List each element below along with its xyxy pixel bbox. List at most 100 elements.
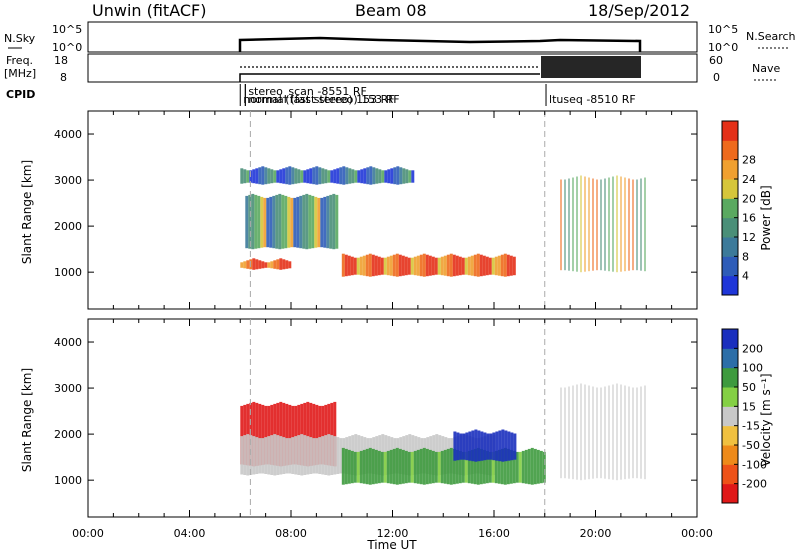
data-cell: [479, 254, 483, 277]
data-cell: [329, 194, 333, 249]
data-cell: [276, 170, 280, 183]
power-cells: [240, 111, 646, 309]
data-cell: [449, 253, 453, 277]
data-cell: [560, 179, 562, 271]
data-cell: [491, 257, 495, 275]
freq-label-2: [MHz]: [4, 67, 36, 80]
data-cell: [353, 451, 357, 483]
data-cell: [282, 259, 286, 270]
data-cell: [369, 166, 373, 185]
data-cell: [333, 401, 337, 467]
data-cell: [473, 448, 477, 485]
data-cell: [383, 257, 387, 275]
data-cell: [318, 437, 322, 474]
data-cell: [620, 384, 622, 480]
freq-tick-top: 18: [54, 54, 68, 67]
data-cell: [513, 433, 517, 460]
data-cell: [489, 433, 493, 460]
data-cell: [476, 253, 480, 277]
data-cell: [422, 253, 426, 277]
data-cell: [488, 257, 492, 275]
data-cell: [297, 435, 301, 475]
data-cell: [294, 436, 298, 475]
data-cell: [443, 255, 447, 276]
data-cell: [501, 429, 505, 462]
data-cell: [482, 255, 486, 276]
data-cell: [347, 255, 351, 276]
data-cell: [512, 450, 516, 484]
data-cell: [467, 450, 471, 484]
data-cell: [458, 256, 462, 276]
data-cell: [434, 257, 438, 275]
data-cell: [282, 437, 286, 474]
data-cell: [314, 196, 318, 248]
data-cell: [410, 257, 414, 275]
data-cell: [303, 435, 307, 475]
data-cell: [248, 194, 252, 249]
data-cell: [318, 167, 322, 185]
data-cell: [596, 179, 598, 271]
colorbar-segment: [722, 159, 738, 180]
data-cell: [320, 197, 324, 248]
data-cell: [486, 433, 490, 460]
data-cell: [306, 169, 310, 184]
x-tick-label: 16:00: [478, 527, 510, 540]
data-cell: [396, 166, 400, 185]
data-cell: [572, 177, 574, 272]
data-cell: [419, 448, 423, 485]
data-cell: [576, 176, 578, 272]
data-cell: [264, 167, 268, 185]
data-cell: [279, 169, 283, 184]
data-cell: [341, 253, 345, 277]
data-cell: [389, 449, 393, 484]
nave-dense-block: [541, 56, 641, 78]
data-cell: [264, 437, 268, 474]
data-cell: [324, 404, 328, 465]
data-cell: [356, 257, 360, 275]
data-cell: [255, 437, 259, 474]
data-cell: [288, 261, 292, 269]
power-panel: 1000 2000 3000 4000 Slant Range [km]: [20, 110, 698, 310]
data-cell: [592, 386, 594, 479]
data-cell: [416, 449, 420, 484]
velocity-ylabel: Slant Range [km]: [20, 368, 34, 472]
data-cell: [321, 436, 325, 475]
data-cell: [416, 255, 420, 276]
colorbar-tick-label: 100: [742, 362, 763, 375]
colorbar-tick-label: 15: [742, 400, 756, 413]
date-title: 18/Sep/2012: [588, 1, 690, 20]
data-cell: [254, 194, 258, 249]
station-title: Unwin (fitACF): [92, 1, 206, 20]
data-cell: [371, 254, 375, 277]
data-cell: [251, 193, 255, 250]
nsky-label: N.Sky: [4, 32, 36, 45]
data-cell: [458, 450, 462, 484]
colorbar-segment: [722, 275, 738, 296]
freq-tick-bottom: 8: [60, 71, 67, 84]
data-cell: [500, 254, 504, 277]
data-cell: [258, 438, 262, 474]
data-cell: [318, 405, 322, 465]
data-cell: [536, 449, 540, 484]
data-cell: [512, 256, 516, 276]
data-cell: [263, 197, 267, 248]
data-cell: [503, 447, 507, 485]
power-cbar-label: Power [dB]: [759, 185, 773, 250]
nsky-frame: [87, 21, 698, 53]
data-cell: [335, 194, 339, 249]
data-cell: [261, 438, 265, 474]
colorbar-segment: [722, 140, 738, 161]
data-cell: [413, 450, 417, 484]
data-cell: [440, 450, 444, 484]
data-cell: [393, 167, 397, 185]
data-cell: [350, 256, 354, 276]
data-cell: [428, 449, 432, 484]
data-cell: [365, 254, 369, 277]
data-cell: [500, 448, 504, 485]
data-cell: [344, 254, 348, 277]
data-cell: [632, 387, 634, 479]
data-cell: [398, 448, 402, 485]
colorbar-segment: [722, 445, 738, 465]
data-cell: [368, 447, 372, 485]
data-cell: [345, 167, 349, 185]
